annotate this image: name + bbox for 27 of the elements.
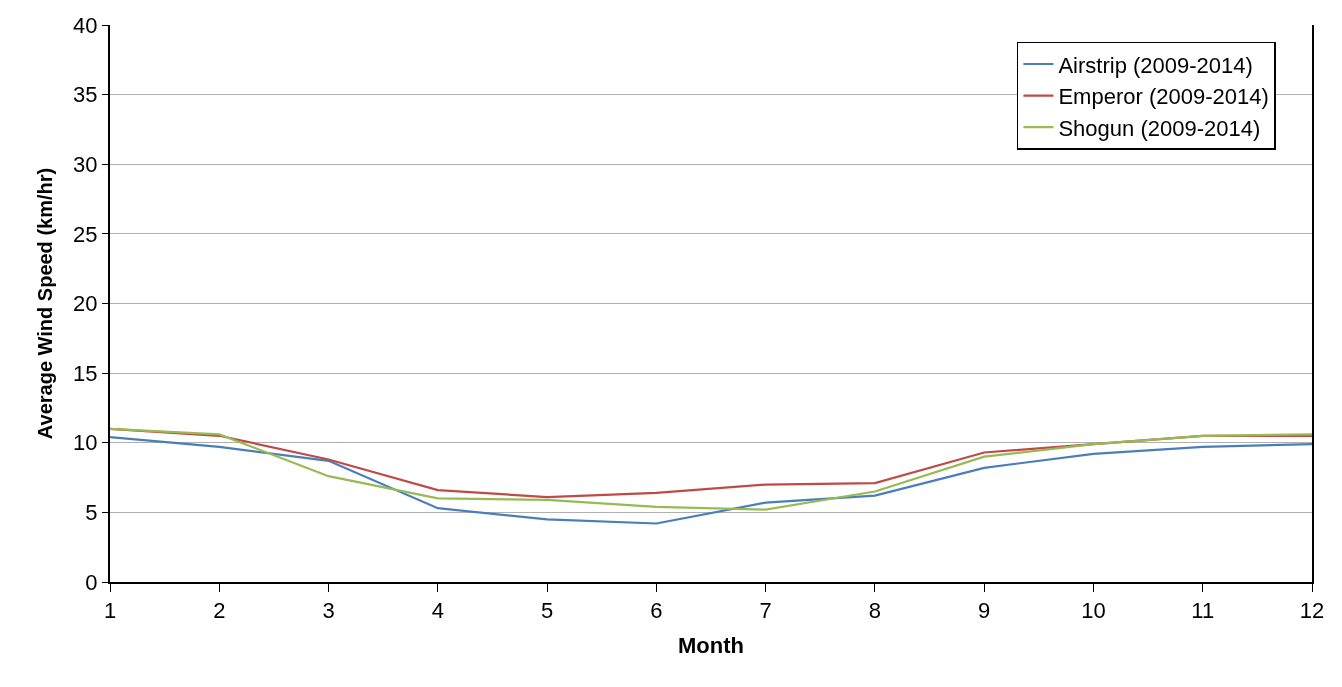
x-tick-label: 12 xyxy=(1299,598,1325,624)
x-tick-label: 2 xyxy=(213,598,226,624)
x-tick-label: 4 xyxy=(431,598,444,624)
x-tick-label: 3 xyxy=(322,598,335,624)
y-tick-label: 30 xyxy=(73,151,98,177)
y-tick-label: 35 xyxy=(73,82,98,108)
legend-label: Emperor (2009-2014) xyxy=(1058,84,1269,110)
x-tick-label: 8 xyxy=(868,598,882,624)
x-tick-label: 10 xyxy=(1081,598,1106,624)
x-tick-label: 9 xyxy=(978,598,991,624)
x-tick-label: 5 xyxy=(540,598,554,624)
y-tick-label: 20 xyxy=(73,291,98,317)
line-series xyxy=(110,436,1312,525)
x-tick-label: 1 xyxy=(103,598,117,624)
y-tick-label: 40 xyxy=(73,12,98,38)
y-axis-title: Average Wind Speed (km/hr) xyxy=(34,167,57,440)
y-tick-label: 15 xyxy=(73,360,98,386)
y-tick-label: 25 xyxy=(73,221,98,247)
y-tick-label: 0 xyxy=(85,569,98,595)
y-tick-label: 10 xyxy=(73,430,98,456)
x-tick-label: 7 xyxy=(759,598,772,624)
legend-label: Shogun (2009-2014) xyxy=(1058,115,1261,141)
y-tick-label: 5 xyxy=(85,500,98,526)
x-tick-label: 11 xyxy=(1191,598,1215,624)
legend-label: Airstrip (2009-2014) xyxy=(1058,52,1253,78)
x-tick-label: 6 xyxy=(650,598,663,624)
x-axis-title: Month xyxy=(678,632,744,658)
